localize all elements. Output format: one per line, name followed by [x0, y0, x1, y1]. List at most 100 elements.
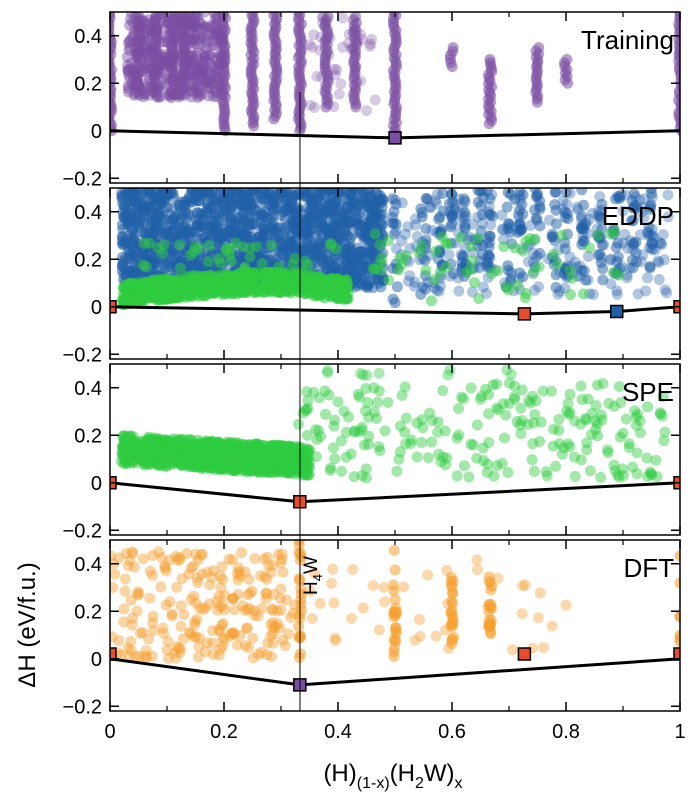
data-point	[499, 432, 510, 443]
data-point	[144, 204, 155, 215]
data-point	[527, 438, 538, 449]
data-point	[345, 242, 356, 253]
data-point	[239, 262, 250, 273]
data-point	[311, 451, 322, 462]
data-point	[453, 286, 464, 297]
data-point	[642, 272, 653, 283]
data-point	[472, 419, 483, 430]
data-point	[336, 466, 347, 477]
data-point	[169, 218, 180, 229]
data-point	[514, 190, 525, 201]
data-point	[483, 206, 494, 217]
y-tick-label: −0.2	[63, 168, 102, 190]
data-point	[207, 228, 218, 239]
data-point	[520, 292, 531, 303]
data-point	[392, 281, 403, 292]
data-point	[120, 435, 131, 446]
data-point	[621, 414, 632, 425]
data-point	[496, 210, 507, 221]
data-point	[267, 206, 278, 217]
data-point	[646, 468, 657, 479]
panel-title: Training	[581, 25, 674, 55]
data-point	[263, 441, 274, 452]
data-point	[550, 461, 561, 472]
data-point	[263, 224, 274, 235]
data-point	[429, 274, 440, 285]
data-point	[350, 62, 361, 73]
data-point	[192, 232, 203, 243]
data-point	[624, 263, 635, 274]
data-point	[190, 276, 201, 287]
data-point	[436, 456, 447, 467]
data-point	[426, 225, 437, 236]
data-point	[480, 384, 491, 395]
data-point	[307, 42, 318, 53]
data-point	[605, 278, 616, 289]
data-point	[592, 380, 603, 391]
data-point	[150, 287, 161, 298]
data-point	[370, 228, 381, 239]
data-point	[257, 258, 268, 269]
data-point	[576, 184, 587, 195]
data-point	[355, 29, 366, 40]
data-point	[187, 185, 198, 196]
data-point	[441, 262, 452, 273]
data-point	[455, 232, 466, 243]
data-point	[650, 244, 661, 255]
data-point	[266, 192, 277, 203]
data-point	[478, 443, 489, 454]
data-point	[620, 190, 631, 201]
data-point	[251, 241, 262, 252]
data-point	[343, 38, 354, 49]
data-point	[174, 287, 185, 298]
data-point	[459, 460, 470, 471]
data-point	[225, 461, 236, 472]
y-tick-label: 0	[91, 121, 102, 143]
y-tick-label: 0.2	[74, 249, 102, 271]
data-point	[284, 238, 295, 249]
data-point	[453, 403, 464, 414]
data-point	[284, 276, 295, 287]
data-point	[344, 264, 355, 275]
data-point	[192, 80, 203, 91]
data-point	[122, 51, 133, 62]
data-point	[430, 246, 441, 257]
data-point	[548, 249, 559, 260]
data-point	[287, 215, 298, 226]
data-point	[119, 451, 130, 462]
data-point	[117, 199, 128, 210]
data-point	[293, 419, 304, 430]
data-point	[306, 286, 317, 297]
data-point	[509, 381, 520, 392]
data-point	[164, 448, 175, 459]
data-point	[433, 214, 444, 225]
data-point	[617, 463, 628, 474]
data-point	[492, 265, 503, 276]
data-point	[584, 242, 595, 253]
data-point	[472, 211, 483, 222]
data-point	[273, 281, 284, 292]
data-point	[542, 470, 553, 481]
data-point	[134, 11, 145, 22]
data-point	[144, 238, 155, 249]
data-point	[325, 465, 336, 476]
data-point	[627, 462, 638, 473]
data-point	[533, 42, 544, 53]
data-point	[266, 240, 277, 251]
data-point	[349, 471, 360, 482]
data-point	[513, 212, 524, 223]
data-point	[613, 270, 624, 281]
data-point	[164, 188, 175, 199]
data-point	[310, 424, 321, 435]
data-point	[359, 230, 370, 241]
data-point	[244, 459, 255, 470]
data-point	[137, 453, 148, 464]
data-point	[456, 249, 467, 260]
data-point	[304, 205, 315, 216]
data-point	[285, 441, 296, 452]
data-point	[456, 392, 467, 403]
data-point	[305, 196, 316, 207]
data-point	[403, 276, 414, 287]
data-point	[558, 442, 569, 453]
